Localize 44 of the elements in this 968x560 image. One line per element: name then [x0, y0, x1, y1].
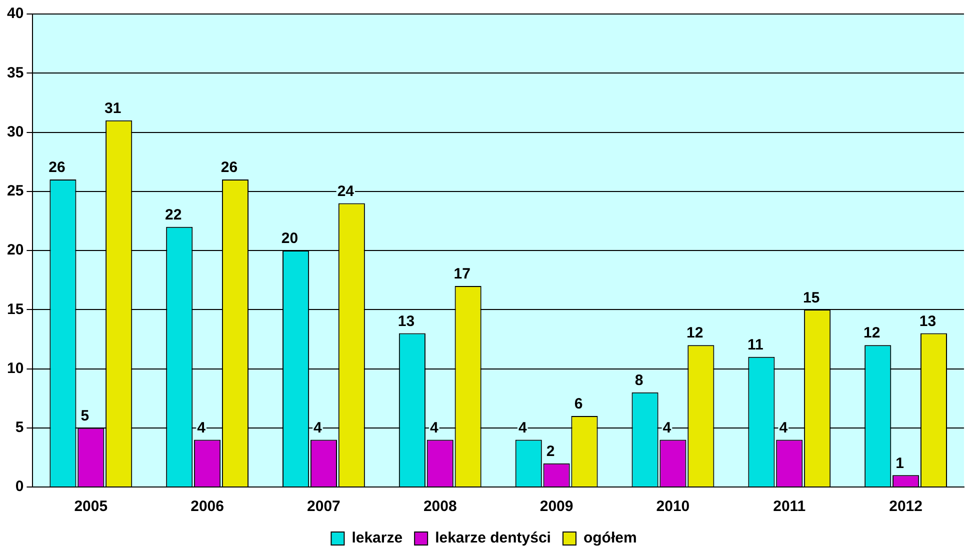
y-tick-label: 25	[6, 182, 24, 200]
x-tick-label: 2008	[423, 498, 457, 516]
data-label: 11	[748, 336, 764, 354]
data-label: 5	[80, 408, 90, 425]
x-tick-label: 2011	[773, 498, 806, 516]
data-label: 13	[398, 312, 415, 330]
data-label: 20	[281, 230, 298, 248]
y-tick-label: 10	[6, 360, 24, 377]
data-label: 4	[779, 419, 788, 436]
y-tick-label: 35	[6, 64, 24, 82]
data-label: 4	[518, 419, 528, 436]
data-label: 15	[802, 289, 820, 306]
data-label: 12	[864, 324, 880, 342]
y-tick-label: 15	[6, 300, 24, 318]
data-label: 6	[574, 396, 583, 413]
x-tick-label: 2006	[190, 498, 224, 516]
data-label: 4	[314, 419, 323, 436]
data-label: 24	[337, 182, 355, 200]
data-label: 1	[896, 454, 904, 472]
y-tick-label: 30	[6, 123, 24, 140]
data-label: 4	[430, 419, 439, 436]
data-label: 4	[197, 419, 206, 436]
data-label: 12	[686, 324, 704, 342]
x-tick-label: 2010	[656, 498, 690, 516]
y-tick-label: 40	[6, 5, 24, 22]
data-label: 8	[634, 372, 644, 390]
legend-label: lekarze	[352, 530, 403, 547]
data-label: 17	[454, 266, 470, 283]
data-label: 26	[48, 159, 66, 176]
data-label: 2	[546, 442, 555, 460]
data-label: 22	[165, 206, 182, 224]
x-tick-label: 2007	[307, 498, 340, 516]
data-label: 13	[919, 312, 936, 330]
x-tick-label: 2012	[889, 498, 922, 516]
y-tick-label: 20	[6, 242, 24, 259]
y-tick-label: 0	[15, 478, 24, 496]
y-tick-label: 5	[15, 419, 24, 436]
legend-label: ogółem	[583, 530, 637, 547]
data-label: 31	[104, 100, 122, 118]
x-tick-label: 2009	[540, 498, 574, 516]
legend-label: lekarze dentyści	[435, 530, 551, 547]
data-label: 26	[220, 159, 238, 176]
x-tick-label: 2005	[74, 498, 108, 516]
data-label: 4	[662, 419, 672, 436]
